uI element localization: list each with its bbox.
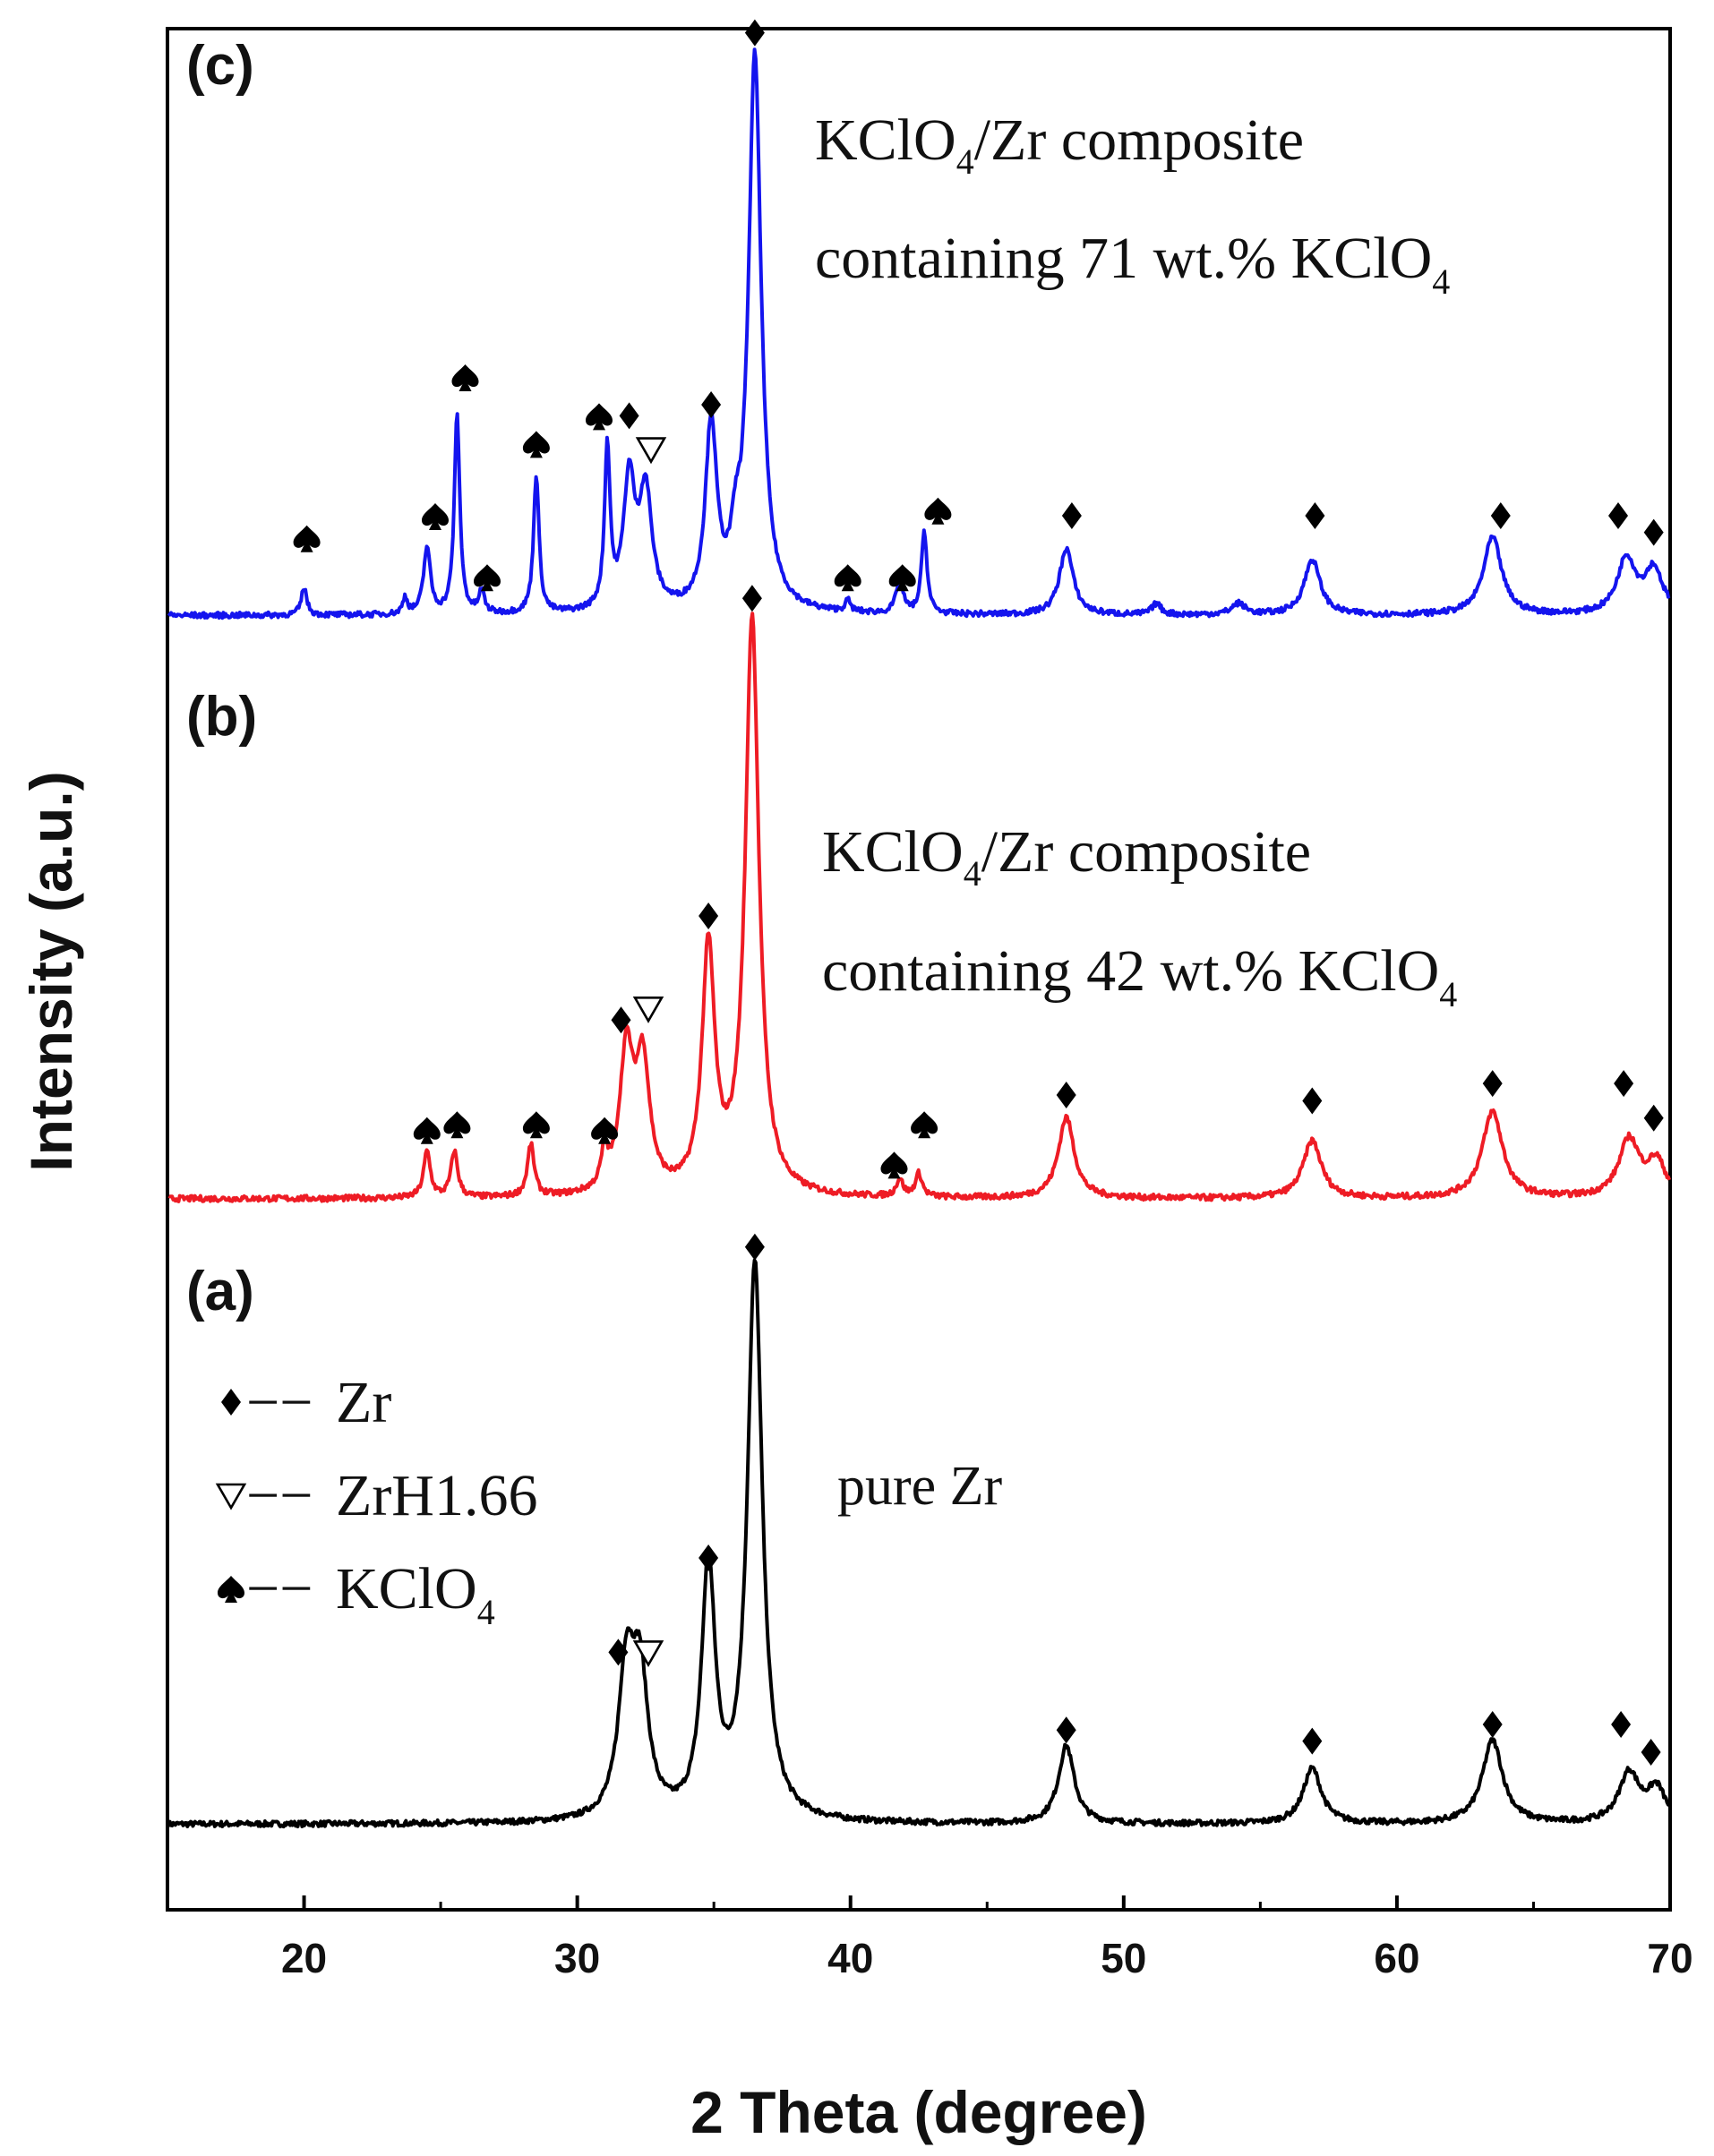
peak-marker-diamond-icon (1611, 1711, 1632, 1738)
peak-marker-diamond-icon (1643, 518, 1664, 546)
series-layer (167, 47, 1671, 1829)
panel-tag-b: (b) (186, 686, 257, 748)
legend-diamond-icon (221, 1389, 241, 1416)
annotation-c-line2: containing 71 wt.% KClO4 (815, 226, 1450, 302)
peak-marker-diamond-icon (1643, 1104, 1664, 1132)
panel-tag-c: (c) (186, 35, 254, 97)
annotation-a: pure Zr (837, 1456, 1003, 1517)
peak-marker-spade-icon (522, 1111, 550, 1139)
peak-marker-spade-icon (293, 525, 321, 552)
peak-marker-diamond-icon (619, 402, 639, 430)
x-tick-label: 40 (827, 1935, 873, 1981)
peak-marker-spade-icon (911, 1111, 938, 1139)
peak-marker-triangle-down-icon (636, 437, 666, 463)
peak-marker-diamond-icon (1482, 1070, 1503, 1098)
legend-label-kclo4-main: KClO (336, 1556, 477, 1621)
legend-spade-icon (218, 1576, 244, 1603)
annotation-b-line1: KClO4/Zr composite (822, 819, 1311, 894)
peak-marker-triangle-down-icon (633, 997, 664, 1022)
legend-dash-0: −− (246, 1370, 313, 1435)
panel-tag-a: (a) (186, 1261, 254, 1322)
peak-marker-diamond-icon (1641, 1739, 1661, 1766)
peak-marker-diamond-icon (1302, 1727, 1323, 1755)
peak-marker-triangle-down-icon (633, 1640, 664, 1666)
peak-marker-diamond-icon (1305, 502, 1325, 529)
x-tick-label: 20 (281, 1935, 327, 1981)
legend-dash-1: −− (246, 1463, 313, 1528)
peak-marker-diamond-icon (741, 585, 762, 612)
annotation-c-line1-rest: /Zr composite (974, 107, 1304, 173)
series-line-b (167, 612, 1671, 1203)
x-tick-label: 50 (1101, 1935, 1146, 1981)
legend-label-zr: Zr (336, 1370, 391, 1435)
peak-marker-diamond-icon (1056, 1716, 1076, 1744)
series-line-c (167, 47, 1671, 620)
peak-marker-spade-icon (413, 1116, 441, 1144)
peak-marker-diamond-icon (698, 1544, 719, 1571)
x-tick-label: 30 (554, 1935, 600, 1981)
peak-marker-spade-icon (451, 364, 479, 391)
x-tick-label: 60 (1374, 1935, 1419, 1981)
legend-label-kclo4: KClO4 (336, 1556, 495, 1632)
peak-marker-diamond-icon (1056, 1082, 1076, 1108)
legend-triangle-icon (216, 1483, 246, 1510)
annotation-b-line2: containing 42 wt.% KClO4 (822, 938, 1457, 1014)
y-axis-title: Intensity (a.u.) (18, 771, 84, 1171)
annotation-b-line2-sub: 4 (1439, 974, 1457, 1014)
x-tick-label: 70 (1647, 1935, 1693, 1981)
annotation-b-line1-main: KClO (822, 819, 964, 885)
peak-marker-diamond-icon (744, 19, 765, 47)
legend-dash-2: −− (246, 1556, 313, 1621)
plot-frame (166, 27, 1672, 1912)
peak-marker-diamond-icon (744, 1233, 765, 1261)
annotation-b-line1-sub: 4 (964, 853, 981, 894)
series-line-a (167, 1258, 1671, 1829)
peak-marker-diamond-icon (1061, 502, 1082, 529)
peak-marker-diamond-icon (1302, 1087, 1323, 1115)
annotation-b-line1-rest: /Zr composite (981, 819, 1311, 885)
legend: −− Zr −− ZrH1.66 −− KClO4 (216, 1370, 537, 1632)
annotation-c-line1: KClO4/Zr composite (815, 107, 1304, 182)
peak-marker-diamond-icon (1614, 1070, 1634, 1098)
annotation-c-line2-main: containing 71 wt.% KClO (815, 226, 1432, 291)
peak-marker-spade-icon (924, 497, 952, 525)
peak-marker-spade-icon (880, 1151, 908, 1179)
annotation-c-line1-sub: 4 (956, 141, 974, 182)
peak-marker-spade-icon (422, 503, 449, 530)
peak-marker-diamond-icon (698, 903, 719, 929)
peak-marker-diamond-icon (1490, 502, 1511, 529)
peak-marker-spade-icon (474, 564, 501, 592)
peak-marker-spade-icon (586, 403, 613, 431)
legend-label-zrh: ZrH1.66 (336, 1463, 537, 1528)
tick-layer: 20 30 40 50 60 70 (166, 1895, 1693, 1981)
legend-label-kclo4-sub: 4 (477, 1592, 495, 1632)
annotation-b-line2-main: containing 42 wt.% KClO (822, 938, 1439, 1004)
annotation-c-line1-main: KClO (815, 107, 956, 173)
peak-marker-spade-icon (443, 1111, 471, 1139)
x-axis-title: 2 Theta (degree) (690, 2079, 1147, 2145)
peak-marker-spade-icon (834, 564, 861, 592)
peak-marker-diamond-icon (701, 391, 722, 418)
peak-marker-spade-icon (522, 431, 550, 458)
annotation-c-line2-sub: 4 (1432, 261, 1450, 302)
peak-marker-spade-icon (888, 564, 916, 592)
peak-marker-diamond-icon (1608, 502, 1628, 529)
peak-marker-diamond-icon (1482, 1711, 1503, 1738)
